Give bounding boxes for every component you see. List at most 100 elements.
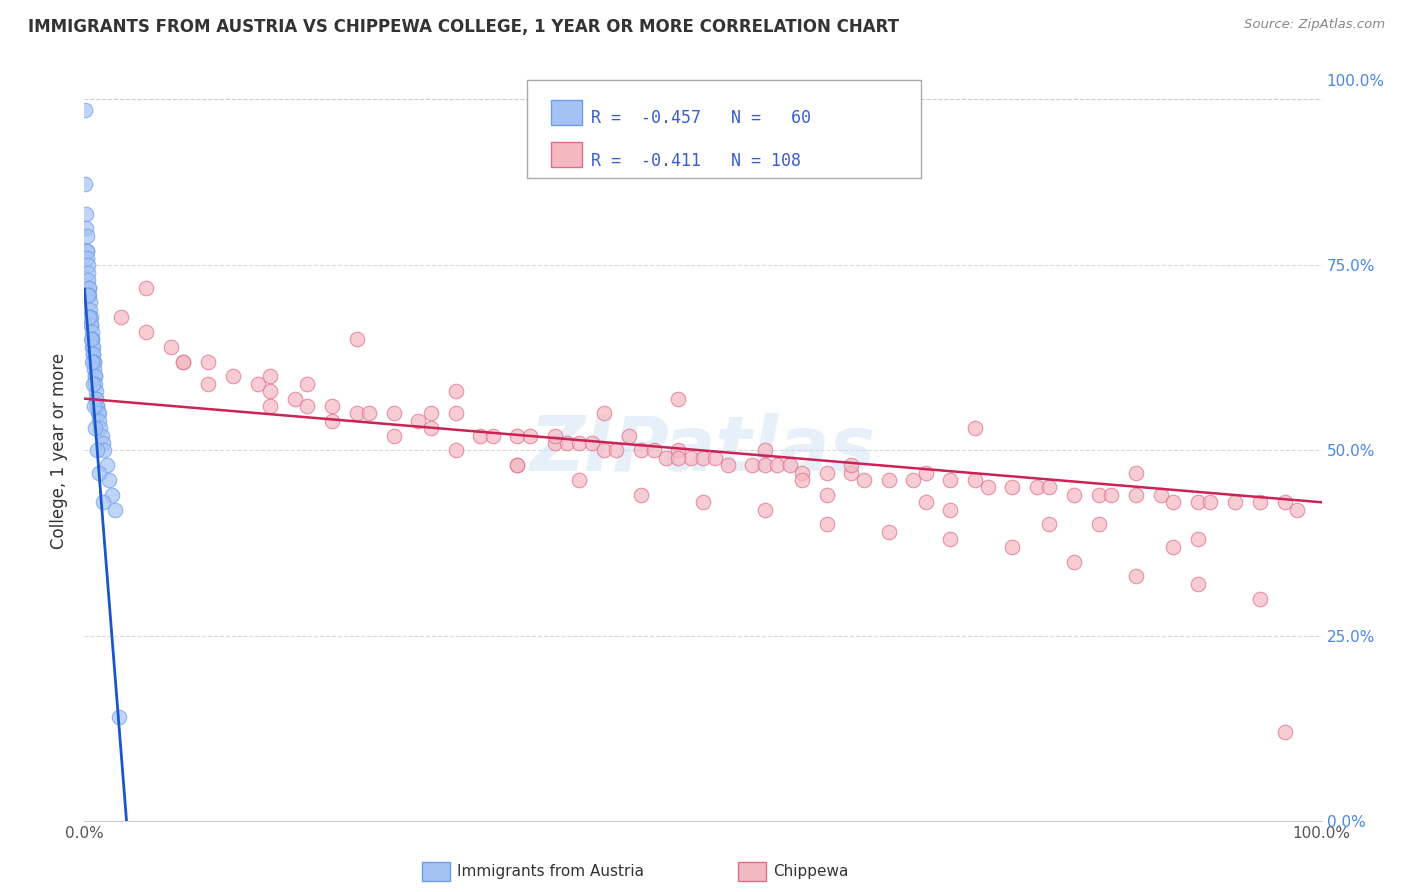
Point (1125, 488, 1147, 502)
Point (84, 392, 107, 406)
Point (87, 407, 110, 421)
Point (80, 318, 103, 332)
Point (83, 362, 105, 376)
Point (630, 443, 652, 458)
Point (692, 495, 714, 509)
Point (605, 443, 627, 458)
Point (568, 473, 591, 487)
Point (1001, 481, 1024, 495)
Point (1099, 488, 1122, 502)
Point (1274, 724, 1296, 739)
Point (346, 333, 368, 347)
Point (965, 421, 987, 435)
Point (76, 228, 98, 243)
Point (79, 310, 101, 325)
Point (80, 325, 103, 339)
Point (82, 340, 104, 354)
Point (79, 295, 101, 310)
Point (841, 458, 863, 473)
Point (581, 436, 603, 450)
Point (80, 333, 103, 347)
Point (79, 302, 101, 317)
Point (80, 333, 103, 347)
Point (93, 443, 115, 458)
Point (75, 221, 97, 235)
Point (1161, 540, 1184, 554)
Point (692, 450, 714, 465)
Point (790, 466, 813, 480)
Point (914, 466, 936, 480)
Point (1199, 495, 1222, 509)
Point (419, 407, 441, 421)
Point (346, 407, 368, 421)
Point (717, 458, 740, 473)
Point (568, 436, 591, 450)
Point (382, 407, 405, 421)
Point (1285, 502, 1308, 516)
Point (965, 473, 987, 487)
Point (470, 428, 492, 442)
Text: ZIPatlas: ZIPatlas (530, 414, 876, 487)
Point (519, 428, 541, 442)
Point (76, 251, 98, 265)
Point (1274, 495, 1296, 509)
Point (543, 428, 565, 442)
Point (704, 450, 727, 465)
Point (110, 310, 132, 325)
Point (1038, 517, 1060, 532)
Point (172, 354, 194, 368)
Point (357, 407, 380, 421)
Point (666, 443, 689, 458)
Point (91, 436, 114, 450)
Point (83, 354, 105, 368)
Point (1223, 495, 1246, 509)
Point (197, 354, 219, 368)
Point (419, 421, 441, 435)
Point (84, 421, 107, 435)
Point (91, 495, 114, 509)
Point (790, 473, 813, 487)
Point (90, 428, 112, 442)
Point (160, 340, 183, 354)
Point (939, 473, 962, 487)
Point (295, 399, 318, 413)
Point (77, 280, 100, 294)
Point (96, 458, 118, 473)
Point (86, 443, 108, 458)
Point (914, 495, 936, 509)
Point (444, 384, 467, 399)
Point (679, 450, 702, 465)
Point (593, 407, 616, 421)
Text: R =  -0.411   N = 108: R = -0.411 N = 108 (591, 153, 800, 170)
Point (82, 347, 104, 361)
Point (84, 384, 107, 399)
Point (80, 318, 103, 332)
Point (1088, 488, 1111, 502)
Point (79, 333, 101, 347)
Point (82, 347, 104, 361)
Point (555, 436, 578, 450)
Point (877, 524, 900, 539)
Point (89, 466, 111, 480)
Point (87, 407, 110, 421)
Point (1249, 495, 1271, 509)
Point (382, 428, 405, 442)
Text: Immigrants from Austria: Immigrants from Austria (457, 864, 644, 879)
Point (766, 458, 789, 473)
Point (506, 458, 529, 473)
Point (754, 502, 776, 516)
Text: R =  -0.457   N =   60: R = -0.457 N = 60 (591, 109, 810, 128)
Text: IMMIGRANTS FROM AUSTRIA VS CHIPPEWA COLLEGE, 1 YEAR OR MORE CORRELATION CHART: IMMIGRANTS FROM AUSTRIA VS CHIPPEWA COLL… (28, 18, 898, 36)
Text: Chippewa: Chippewa (773, 864, 849, 879)
Point (108, 710, 131, 724)
Point (939, 533, 962, 547)
Point (754, 443, 776, 458)
Point (197, 376, 219, 391)
Point (593, 443, 616, 458)
Point (84, 369, 107, 384)
Point (666, 450, 689, 465)
Point (1161, 495, 1184, 509)
Point (481, 428, 503, 442)
Point (86, 392, 108, 406)
Point (86, 399, 108, 413)
